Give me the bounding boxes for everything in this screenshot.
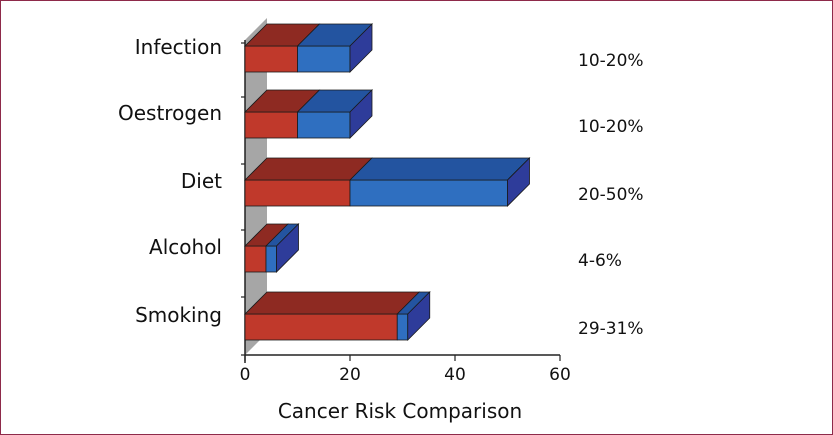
bar-segment-front xyxy=(244,245,267,273)
bar-segment-front xyxy=(244,111,298,139)
bar-side xyxy=(507,157,530,207)
x-tick-label: 20 xyxy=(339,365,361,385)
bar-diet xyxy=(244,157,531,207)
bar-side xyxy=(349,23,373,73)
value-labels: 10-20% 10-20% 20-50% 4-6% 29-31% xyxy=(578,51,644,339)
value-label: 10-20% xyxy=(578,51,644,71)
x-axis-title: Cancer Risk Comparison xyxy=(278,399,522,423)
bar-group xyxy=(244,23,531,341)
bar-segment-front xyxy=(396,313,409,341)
category-label: Infection xyxy=(135,35,222,59)
bar-segment-front xyxy=(297,111,351,139)
x-tick-label: 60 xyxy=(549,365,571,385)
category-label: Smoking xyxy=(135,303,222,327)
bar-oestrogen xyxy=(244,89,373,139)
category-label: Oestrogen xyxy=(118,101,222,125)
bar-segment-top xyxy=(349,157,531,181)
bar-segment-front xyxy=(265,245,277,273)
y-axis-ticks xyxy=(241,42,245,356)
bar-segment-top xyxy=(244,291,421,315)
bar-side xyxy=(407,291,431,341)
category-label: Alcohol xyxy=(149,235,222,259)
x-tick-label: 0 xyxy=(240,365,251,385)
bar-segment-front xyxy=(244,313,398,341)
bar-segment-front xyxy=(244,45,298,73)
bar-segment-front xyxy=(349,179,508,207)
category-label: Diet xyxy=(181,169,222,193)
value-label: 10-20% xyxy=(578,117,644,137)
value-label: 20-50% xyxy=(578,185,644,205)
bar-smoking xyxy=(244,291,431,341)
value-label: 29-31% xyxy=(578,319,644,339)
bar-segment-front xyxy=(244,179,351,207)
bar-side xyxy=(349,89,373,139)
value-label: 4-6% xyxy=(578,251,622,271)
category-labels: Infection Oestrogen Diet Alcohol Smoking xyxy=(118,35,222,327)
bar-alcohol xyxy=(244,223,300,273)
x-tick-label: 40 xyxy=(444,365,466,385)
bar-side xyxy=(276,223,299,273)
bar-segment-front xyxy=(297,45,351,73)
x-axis-ticks: 0 20 40 60 xyxy=(240,355,571,385)
bar-infection xyxy=(244,23,373,73)
